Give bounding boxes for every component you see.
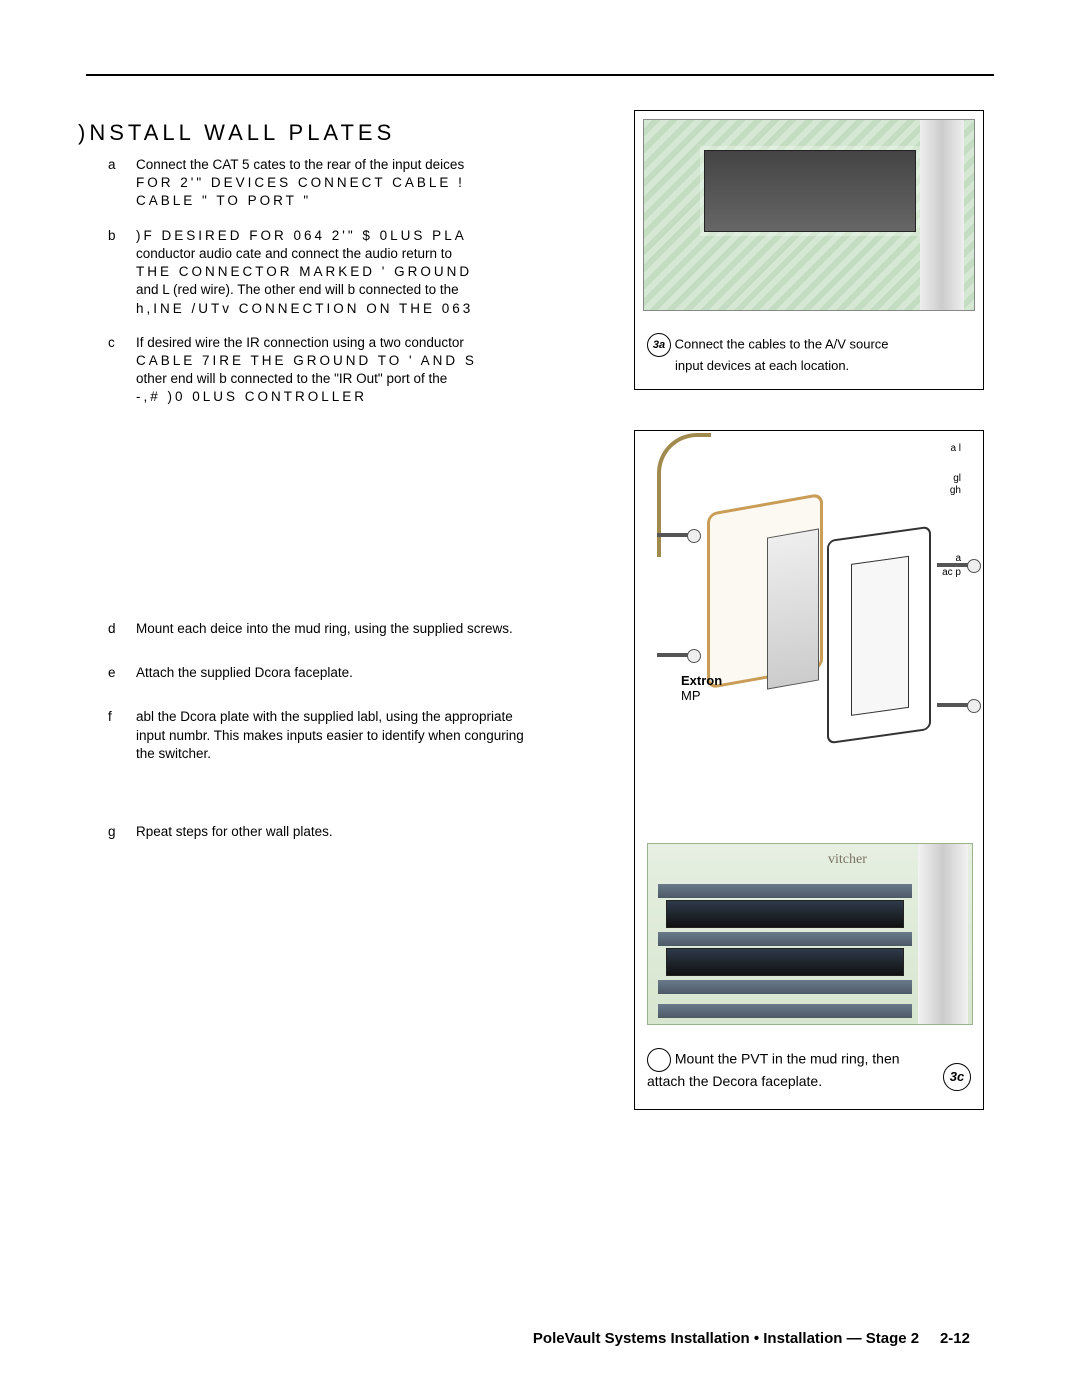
figure-bottom-caption: Mount the PVT in the mud ring, then atta… (647, 1048, 933, 1091)
step-letter: f (108, 708, 136, 763)
small-label-e: ac p (942, 567, 961, 578)
step-line: If desired wire the IR connection using … (136, 334, 558, 352)
step-line: Connect the CAT 5 cates to the rear of t… (136, 156, 558, 174)
rack-unit-icon (666, 900, 904, 928)
step-line: h,INE /UTv CONNECTION ON THE 063 (136, 300, 558, 318)
left-column: )NSTALL WALL PLATES aConnect the CAT 5 c… (108, 110, 558, 1110)
step-body: )F DESIRED FOR 064 2'" $ 0LUS PLAconduct… (136, 227, 558, 318)
cable-icon (657, 433, 711, 557)
pole-icon (918, 844, 968, 1024)
screw-icon (657, 533, 693, 537)
step-body: Attach the supplied Dcora faceplate. (136, 664, 538, 682)
step-body: abl the Dcora plate with the supplied la… (136, 708, 538, 763)
step-line: )F DESIRED FOR 064 2'" $ 0LUS PLA (136, 227, 558, 245)
figure-top: 3a Connect the cables to the A/V source … (634, 110, 984, 390)
step-body: Connect the CAT 5 cates to the rear of t… (136, 156, 558, 211)
figure-corner-tag: 3c (943, 1063, 971, 1091)
rack-unit-icon (666, 948, 904, 976)
step-item: dMount each deice into the mud ring, usi… (108, 620, 538, 638)
step-item: gRpeat steps for other wall plates. (108, 823, 538, 841)
step-letter: d (108, 620, 136, 638)
right-column: 3a Connect the cables to the A/V source … (576, 110, 984, 1110)
step-line: other end will b connected to the "IR Ou… (136, 370, 558, 388)
shelf-icon (658, 932, 912, 946)
faceplate-opening-icon (851, 556, 909, 716)
extron-label: Extron MP (681, 673, 722, 703)
step-line: CABLE 7IRE THE GROUND TO ' AND S (136, 352, 558, 370)
step-item: fabl the Dcora plate with the supplied l… (108, 708, 538, 763)
small-label-c: gh (950, 485, 961, 496)
step-item: aConnect the CAT 5 cates to the rear of … (108, 156, 558, 211)
horizontal-rule (86, 74, 994, 76)
main-content: )NSTALL WALL PLATES aConnect the CAT 5 c… (108, 110, 984, 1110)
step-line: THE CONNECTOR MARKED ' GROUND (136, 263, 558, 281)
device-render-sketch (643, 119, 975, 311)
step-letter: e (108, 664, 136, 682)
page-footer: PoleVault Systems Installation • Install… (0, 1330, 1080, 1347)
figure-tag-3c: 3c (943, 1063, 971, 1091)
screw-icon (657, 653, 693, 657)
rack-render: vitcher (647, 843, 973, 1025)
step-letter: a (108, 156, 136, 211)
step-line: conductor audio cate and connect the aud… (136, 245, 558, 263)
page: )NSTALL WALL PLATES aConnect the CAT 5 c… (0, 0, 1080, 1397)
step-item: cIf desired wire the IR connection using… (108, 334, 558, 407)
figure-top-caption-line1: Connect the cables to the A/V source (675, 337, 889, 352)
small-label-a: a l (950, 443, 961, 454)
figure-bottom: a l gl gh a ac p Extron MP vitcher (634, 430, 984, 1110)
small-label-d: a (955, 553, 961, 564)
step-line: -,# )0 0LUS CONTROLLER (136, 388, 558, 406)
step-line: and L (red wire). The other end will b c… (136, 281, 558, 299)
small-label-b: gl (953, 473, 961, 484)
step-line: CABLE " TO PORT " (136, 192, 558, 210)
step-item: eAttach the supplied Dcora faceplate. (108, 664, 538, 682)
extron-text: Extron (681, 673, 722, 688)
assembly-diagram: a l gl gh a ac p Extron MP (647, 443, 971, 833)
figure-bottom-caption-text: Mount the PVT in the mud ring, then atta… (647, 1051, 900, 1089)
step-body: If desired wire the IR connection using … (136, 334, 558, 407)
figure-top-caption: 3a Connect the cables to the A/V source … (647, 333, 971, 375)
step-bullet-circ (647, 1048, 671, 1072)
decora-faceplate-icon (827, 526, 931, 745)
upper-step-list: aConnect the CAT 5 cates to the rear of … (108, 156, 558, 407)
extron-subtext: MP (681, 688, 701, 703)
step-line: FOR 2'" DEVICES CONNECT CABLE ! (136, 174, 558, 192)
step-letter: b (108, 227, 136, 318)
figure-top-caption-line2: input devices at each location. (675, 358, 849, 373)
step-body: Mount each deice into the mud ring, usin… (136, 620, 538, 638)
switcher-label: vitcher (828, 852, 867, 868)
pole-icon (920, 120, 964, 310)
footer-page-number: 2-12 (940, 1330, 970, 1347)
module-plate-icon (767, 528, 819, 689)
two-column-layout: )NSTALL WALL PLATES aConnect the CAT 5 c… (108, 110, 984, 1110)
screw-icon (937, 703, 973, 707)
section-title: )NSTALL WALL PLATES (78, 120, 558, 146)
shelf-icon (658, 980, 912, 994)
footer-title: PoleVault Systems Installation • Install… (533, 1330, 919, 1347)
shelf-icon (658, 1004, 912, 1018)
step-item: b)F DESIRED FOR 064 2'" $ 0LUS PLAconduc… (108, 227, 558, 318)
step-body: Rpeat steps for other wall plates. (136, 823, 538, 841)
figure-tag-3a: 3a (647, 333, 671, 357)
step-letter: g (108, 823, 136, 841)
step-letter: c (108, 334, 136, 407)
shelf-icon (658, 884, 912, 898)
lower-step-list: dMount each deice into the mud ring, usi… (108, 620, 538, 867)
